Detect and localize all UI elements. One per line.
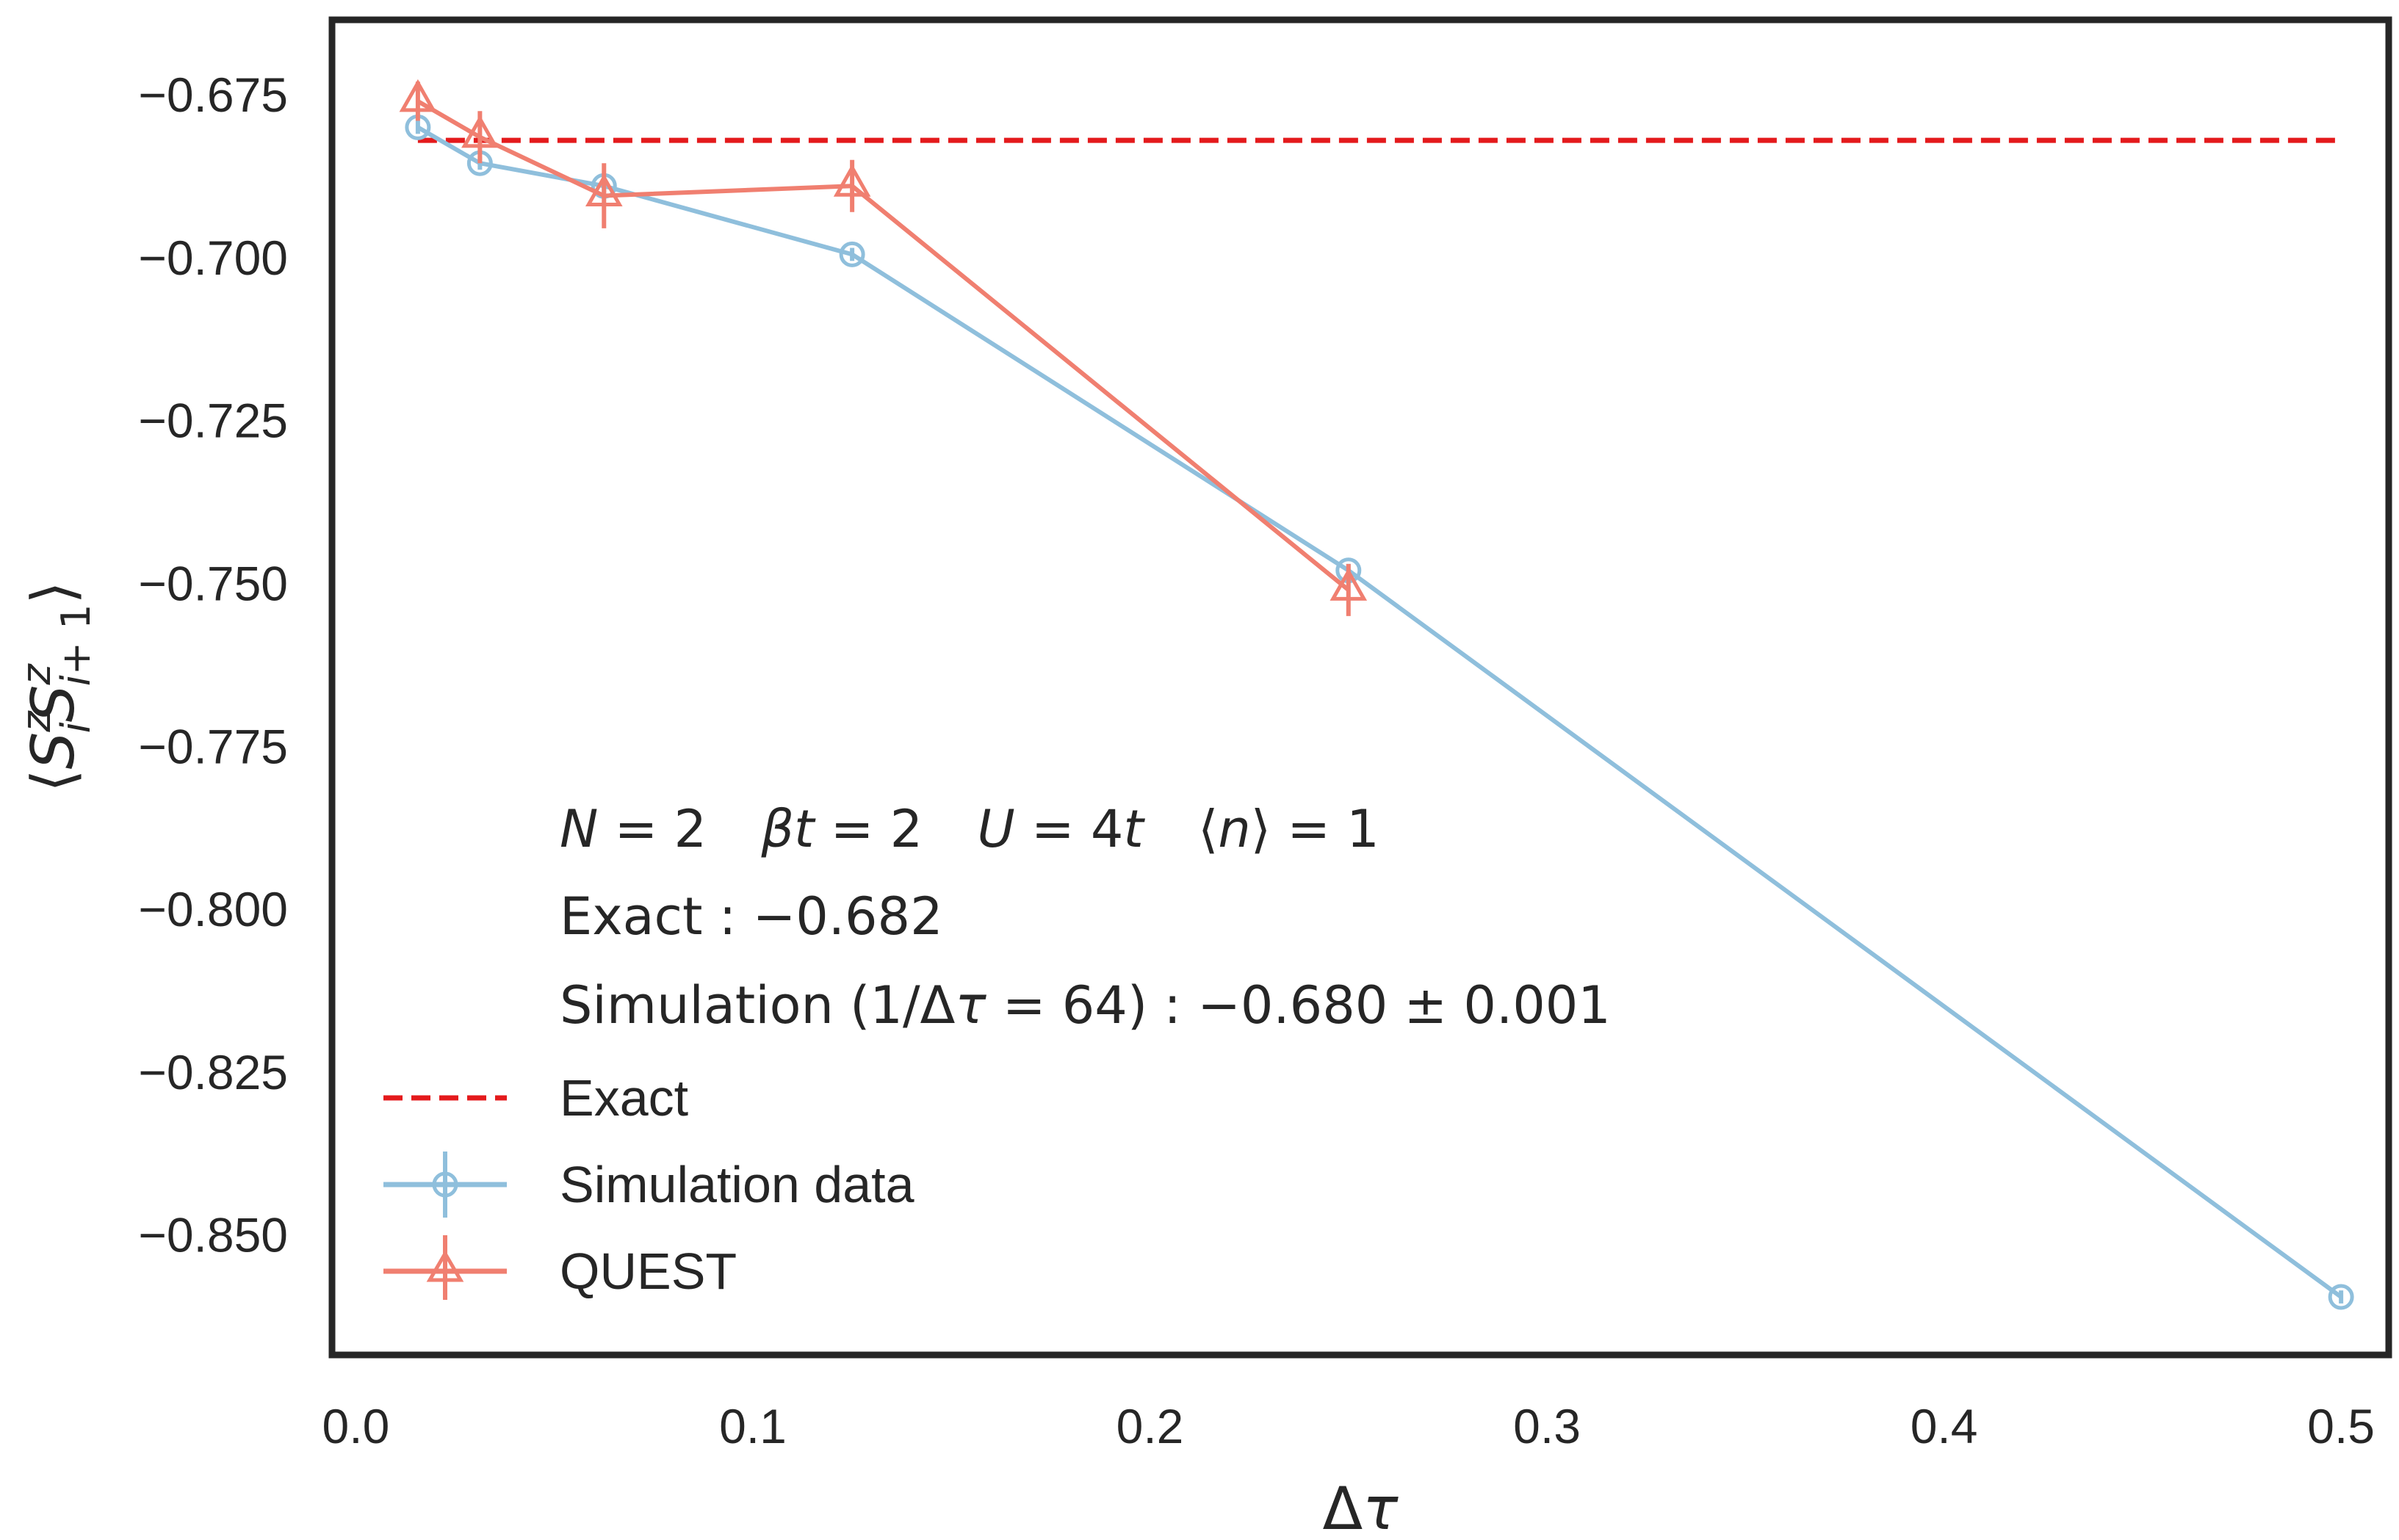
y-tick-label: −0.700 [138,231,288,285]
y-tick-label: −0.850 [138,1208,288,1262]
y-tick-label: −0.775 [138,719,288,773]
legend-label-exact: Exact [560,1069,688,1127]
data-point-simulation-data [2328,1284,2354,1310]
legend-swatch-quest-marker [426,1250,464,1282]
x-tick-label: 0.1 [719,1399,787,1453]
y-tick-label: −0.725 [138,394,288,448]
plot-frame [328,16,2392,1359]
annotation-params: N = 2 βt = 2 U = 4t ⟨n⟩ = 1 [560,799,1379,859]
svg-text:⟨SziSzi+ 1⟩: ⟨SziSzi+ 1⟩ [13,581,99,792]
x-axis-label: Simulation (1/ΔΔτ [1323,1475,1399,1540]
series-quest [399,79,1368,616]
annotation-block: N = 2 βt = 2 U = 4t ⟨n⟩ = 1 Exact : −0.6… [560,799,1611,1035]
series-line-quest [416,99,1350,592]
legend-entry-simulation: Simulation data [383,1152,914,1218]
data-point-quest [399,79,437,112]
y-tick-label: −0.675 [138,68,288,122]
y-tick-label: −0.800 [138,882,288,936]
legend-label-quest: QUEST [560,1243,737,1300]
y-tick-label: −0.825 [138,1045,288,1099]
data-marks [399,79,2354,1310]
y-axis-label: ⟨SziSzi+ 1⟩ [13,581,99,792]
x-axis-ticks: 0.0 0.1 0.2 0.3 0.4 0.5 [322,1399,2375,1453]
legend-entry-quest: QUEST [383,1235,737,1300]
x-tick-label: 0.5 [2307,1399,2375,1453]
annotation-exact: Exact : −0.682 [560,886,943,947]
data-point-quest [833,164,871,197]
data-point-quest [1330,568,1368,601]
x-tick-label: 0.4 [1911,1399,1978,1453]
legend: Exact Simulation data QUEST [383,1069,914,1300]
y-tick-label: −0.750 [138,556,288,610]
data-point-simulation-data [839,241,865,267]
y-axis-ticks: −0.675 −0.700 −0.725 −0.750 −0.775 −0.800 −0.8… [138,68,288,1262]
data-point-quest [461,115,499,148]
x-tick-label: 0.0 [322,1399,390,1453]
legend-label-simulation: Simulation data [560,1156,914,1213]
x-tick-label: 0.2 [1116,1399,1184,1453]
annotation-simulation: Simulation (1/Δτ = 64) : −0.680 ± 0.001 [560,975,1611,1035]
x-tick-label: 0.3 [1513,1399,1581,1453]
data-point-quest [585,173,623,207]
legend-swatch-simulation-marker [432,1171,458,1198]
legend-entry-exact: Exact [383,1069,688,1127]
